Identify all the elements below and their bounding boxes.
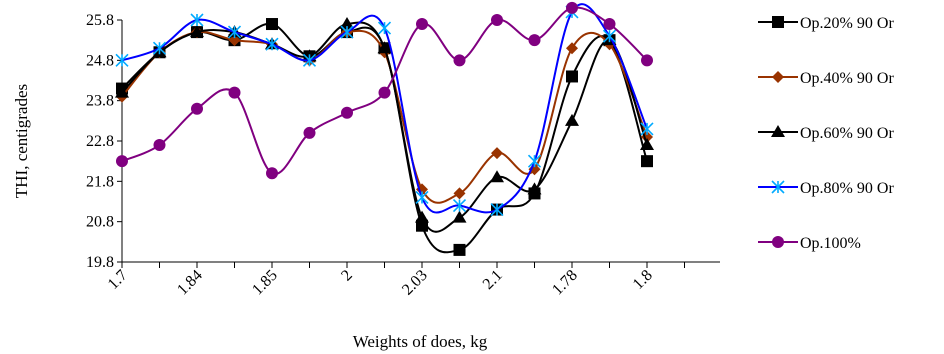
star-marker [115, 53, 129, 67]
diamond-marker [228, 34, 241, 47]
x-tick-label: 1.84 [174, 267, 206, 299]
circle-marker [116, 155, 128, 168]
circle-marker [416, 18, 428, 31]
y-tick-label: 22.8 [86, 133, 114, 150]
triangle-marker [340, 17, 354, 30]
circle-marker [191, 102, 203, 115]
circle-marker [566, 1, 578, 14]
y-tick-label: 19.8 [86, 254, 114, 271]
triangle-marker [490, 170, 504, 183]
diamond-marker [772, 71, 784, 83]
square-marker [266, 18, 278, 31]
circle-marker [341, 106, 353, 119]
series-circle [116, 1, 653, 180]
legend: Op.20% 90 Or Op.40% 90 Or Op.60% 90 Or Op.8… [758, 15, 894, 252]
plot-area: 25.824.823.822.821.820.819.8 1.7 1.84 1.85… [86, 1, 720, 299]
triangle-marker [565, 113, 579, 126]
circle-marker [378, 86, 391, 99]
x-tick-label: 1.78 [549, 267, 581, 299]
legend-label: Op.100% [800, 235, 861, 252]
star-marker [152, 41, 167, 55]
series-star [115, 3, 654, 217]
star-marker [771, 180, 785, 194]
y-tick-label: 21.8 [86, 173, 114, 190]
circle-marker [153, 139, 166, 152]
star-marker [640, 122, 654, 136]
legend-label: Op.80% 90 Or [800, 180, 894, 197]
triangle-marker [527, 182, 542, 195]
triangle-marker [452, 210, 467, 223]
diamond-marker [566, 42, 578, 55]
x-tick-label: 1.85 [249, 267, 281, 299]
y-tick-label: 24.8 [86, 52, 114, 69]
square-marker [453, 243, 466, 256]
y-tick-label: 23.8 [86, 93, 114, 110]
legend-item: Op.80% 90 Or [758, 180, 894, 197]
circle-marker [772, 236, 784, 248]
circle-marker [491, 14, 503, 26]
series-line [121, 29, 648, 204]
circle-marker [603, 18, 616, 31]
star-marker [527, 154, 542, 168]
x-tick-label: 2.1 [480, 267, 506, 293]
square-marker [641, 155, 653, 168]
star-marker [452, 198, 467, 213]
triangle-marker [190, 25, 204, 38]
legend-item: Op.20% 90 Or [758, 15, 894, 32]
diamond-marker [453, 187, 466, 200]
star-marker [227, 25, 242, 39]
circle-marker [453, 54, 466, 67]
x-ticks: 1.7 1.84 1.85 2 2.03 2.1 1.78 1.8 [105, 262, 685, 299]
x-tick-label: 2 [338, 267, 356, 285]
circle-marker [528, 34, 541, 47]
diamond-marker [491, 147, 503, 160]
triangle-marker [115, 85, 129, 98]
star-marker [265, 37, 279, 51]
triangle-marker [415, 210, 429, 223]
legend-label: Op.60% 90 Or [800, 125, 894, 142]
x-tick-label: 1.8 [630, 267, 656, 293]
triangle-marker [771, 125, 785, 137]
triangle-marker [377, 41, 392, 54]
circle-marker [641, 54, 653, 67]
square-marker [566, 70, 578, 83]
y-tick-label: 20.8 [86, 214, 114, 231]
series-line [121, 3, 648, 214]
star-marker [302, 53, 317, 67]
legend-label: Op.40% 90 Or [800, 70, 894, 87]
triangle-marker [640, 138, 654, 151]
x-axis-title: Weights of does, kg [353, 332, 488, 351]
star-marker [377, 21, 392, 35]
star-marker [190, 13, 204, 27]
legend-item: Op.40% 90 Or [758, 70, 894, 87]
legend-item: Op.100% [758, 235, 861, 252]
y-axis-title: THI, centigrades [12, 84, 31, 198]
star-marker [415, 190, 429, 205]
circle-marker [228, 86, 241, 99]
legend-item: Op.60% 90 Or [758, 125, 894, 142]
star-marker [340, 25, 354, 39]
square-marker [772, 16, 784, 28]
circle-marker [266, 167, 278, 180]
y-tick-label: 25.8 [86, 12, 114, 29]
x-tick-label: 2.03 [399, 267, 431, 299]
y-ticks: 25.8 24.8 23.8 22.8 21.8 20.8 19.8 [86, 12, 122, 271]
series-layer [115, 1, 654, 256]
star-marker [602, 29, 617, 43]
star-marker [490, 203, 504, 217]
circle-marker [303, 126, 316, 139]
legend-label: Op.20% 90 Or [800, 15, 894, 32]
